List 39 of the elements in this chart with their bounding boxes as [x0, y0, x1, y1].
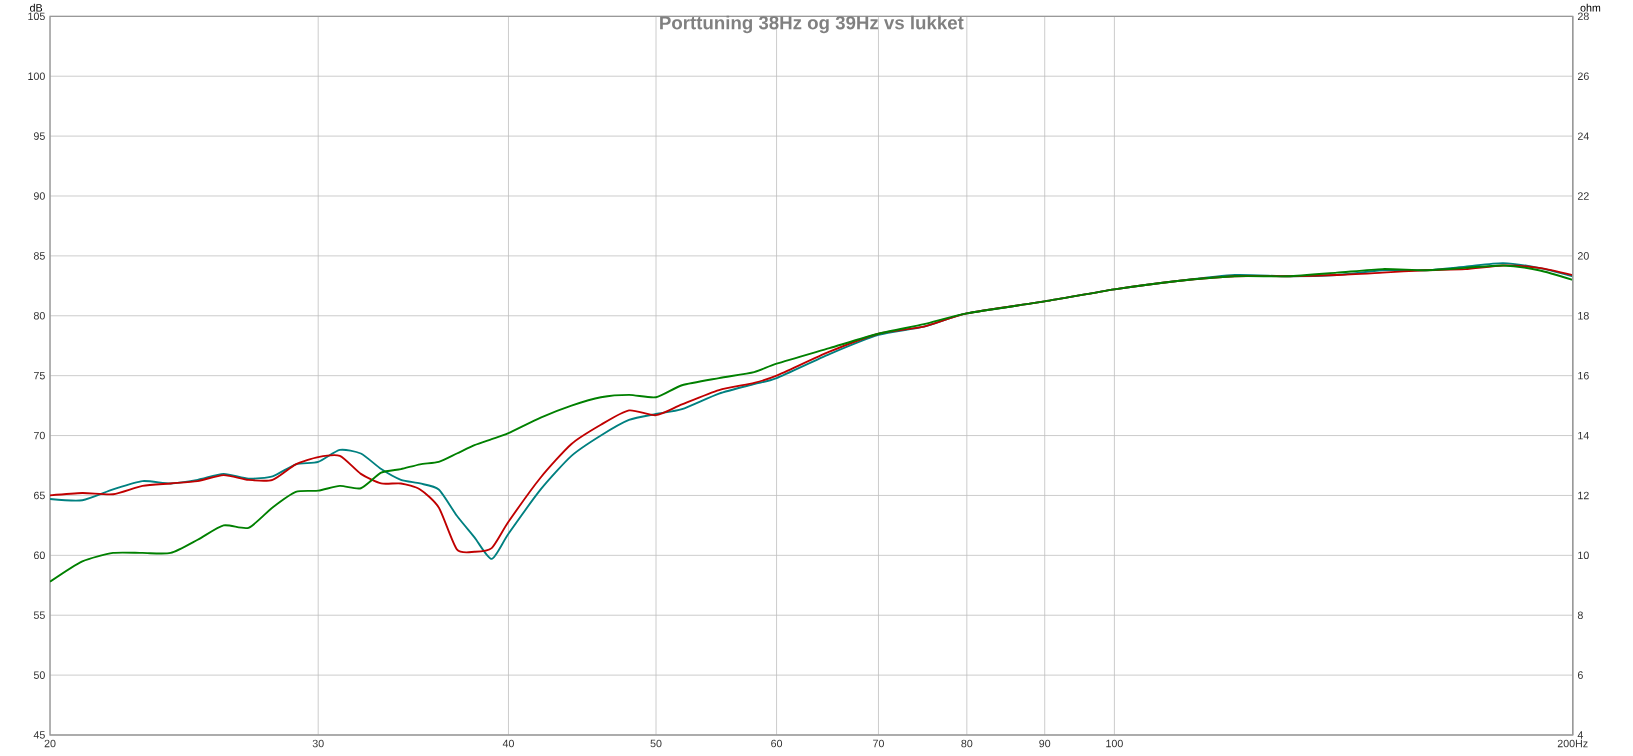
y2-tick-label: 4: [1577, 731, 1584, 739]
y2-tick-label: 22: [1577, 192, 1589, 200]
x-tick-label: 50: [650, 739, 662, 748]
y-tick-label: 105: [28, 12, 45, 21]
y2-tick-label: 18: [1578, 312, 1589, 320]
y2-tick-label: 8: [1577, 611, 1583, 619]
x-tick-label: 100: [1106, 739, 1123, 748]
y-tick-label: 45: [33, 731, 45, 739]
y2-tick-label: 12: [1578, 491, 1589, 500]
x-tick-label: 80: [961, 739, 973, 748]
y2-tick-label: 28: [1577, 12, 1589, 21]
y-tick-label: 100: [28, 72, 45, 80]
y-tick-label: 65: [33, 491, 45, 500]
x-tick-label: 40: [502, 739, 514, 748]
y2-tick-label: 6: [1577, 671, 1583, 679]
y-tick-label: 90: [33, 192, 45, 200]
y-tick-label: 55: [33, 611, 45, 619]
y-tick-label: 60: [33, 551, 45, 560]
y-tick-label: 95: [33, 132, 45, 140]
y-tick-label: 50: [33, 671, 45, 679]
y-tick-label: 70: [33, 431, 45, 440]
y2-tick-label: 14: [1578, 431, 1589, 440]
y2-tick-label: 20: [1577, 252, 1589, 260]
y2-tick-label: 24: [1577, 132, 1589, 140]
x-tick-label: 60: [771, 739, 783, 748]
y-axis-title: dB: [30, 3, 43, 12]
x-tick-label: 30: [312, 739, 324, 748]
y-tick-label: 80: [33, 312, 45, 320]
y-tick-label: 85: [33, 252, 45, 260]
y-tick-label: 75: [33, 371, 45, 380]
x-tick-label: 20: [44, 739, 56, 748]
y2-axis-title: ohm: [1580, 3, 1601, 12]
y2-tick-label: 10: [1578, 551, 1589, 560]
chart-title: Porttuning 38Hz og 39Hz vs lukket: [660, 15, 964, 34]
x-tick-label: 200Hz: [1557, 739, 1588, 748]
x-tick-label: 90: [1039, 739, 1051, 748]
x-tick-label: 70: [873, 739, 884, 748]
y2-tick-label: 16: [1578, 371, 1589, 380]
y2-tick-label: 26: [1577, 72, 1589, 80]
